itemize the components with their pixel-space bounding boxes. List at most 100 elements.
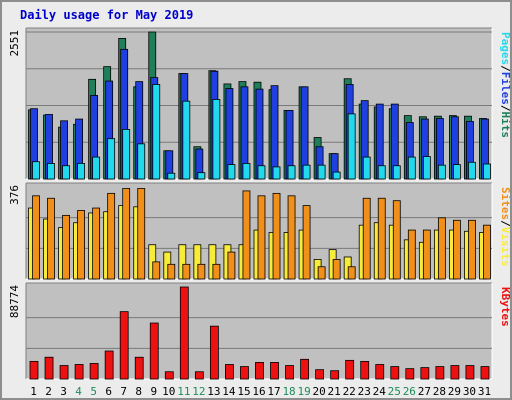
pages-bar xyxy=(407,156,416,180)
pages-bar xyxy=(92,156,101,180)
sites-bar xyxy=(137,188,146,280)
sites-bar xyxy=(32,195,40,280)
sites-bar xyxy=(483,224,491,280)
pages-bar xyxy=(182,100,191,180)
x-tick-label: 4 xyxy=(75,385,82,398)
legend-separator: / xyxy=(499,220,512,227)
x-tick-label: 7 xyxy=(120,385,127,398)
sites-bar xyxy=(332,259,341,280)
x-tick-label: 31 xyxy=(478,385,491,398)
legend-separator: / xyxy=(499,65,512,72)
kbytes-bar xyxy=(89,363,99,380)
x-tick-label: 26 xyxy=(403,385,416,398)
pages-bar xyxy=(197,172,206,180)
visits-bar xyxy=(208,244,217,280)
kbytes-bar xyxy=(300,358,309,380)
legend-hits: Hits xyxy=(499,112,512,139)
sites-bar xyxy=(227,251,236,280)
sites-bar xyxy=(62,214,70,280)
kbytes-bar xyxy=(194,371,204,380)
x-tick-label: 12 xyxy=(192,385,205,398)
x-tick-label: 14 xyxy=(222,385,236,398)
sites-bar xyxy=(287,195,296,280)
legend-sites: Sites xyxy=(499,187,512,220)
x-tick-label: 5 xyxy=(90,385,97,398)
kbytes-panel-legend-label: KBytes xyxy=(499,287,512,327)
pages-bar xyxy=(167,172,176,180)
sites-bar xyxy=(92,207,101,280)
visits-panel-ymax-label: 376 xyxy=(8,185,21,205)
kbytes-bar xyxy=(435,366,445,380)
kbytes-panel-ymax-label: 88774 xyxy=(8,285,21,318)
sites-bar xyxy=(422,229,431,280)
legend-separator: / xyxy=(499,105,512,112)
kbytes-bar xyxy=(450,365,460,380)
pages-bar xyxy=(227,164,236,180)
kbytes-bar xyxy=(59,365,69,380)
x-tick-label: 8 xyxy=(135,385,142,398)
kbytes-bar xyxy=(225,364,234,380)
x-tick-label: 16 xyxy=(252,385,265,398)
kbytes-bar xyxy=(104,350,114,380)
pages-bar xyxy=(242,163,251,180)
pages-bar xyxy=(32,161,40,180)
kbytes-bar xyxy=(420,367,430,380)
sites-bar xyxy=(453,219,461,280)
x-tick-label: 15 xyxy=(237,385,250,398)
pages-bar xyxy=(377,165,386,180)
legend-files: Files xyxy=(499,72,512,105)
pages-bar xyxy=(362,156,371,180)
sites-bar xyxy=(362,197,371,280)
pages-bar xyxy=(422,156,431,180)
pages-bar xyxy=(332,171,341,180)
kbytes-bar xyxy=(465,365,475,380)
sites-bar xyxy=(437,217,446,280)
pages-bar xyxy=(47,163,55,180)
x-tick-label: 2 xyxy=(45,385,52,398)
kbytes-bar xyxy=(209,325,219,380)
sites-bar xyxy=(242,190,251,280)
sites-bar xyxy=(212,263,221,280)
pages-bar xyxy=(317,164,326,180)
files-bar xyxy=(270,85,279,180)
pages-bar xyxy=(392,165,401,180)
kbytes-bar xyxy=(390,366,400,380)
sites-bar xyxy=(152,261,161,280)
kbytes-bar xyxy=(315,369,325,380)
x-tick-label: 21 xyxy=(328,385,341,398)
kbytes-bar xyxy=(44,356,54,380)
sites-bar xyxy=(107,192,116,280)
kbytes-bar xyxy=(74,364,84,380)
sites-bar xyxy=(167,263,176,280)
pages-bar xyxy=(287,165,296,180)
kbytes-bar xyxy=(29,360,39,380)
sites-bar xyxy=(302,205,311,280)
pages-bar xyxy=(77,163,85,180)
kbytes-bar xyxy=(375,364,385,380)
legend-kbytes: KBytes xyxy=(499,287,512,327)
pages-bar xyxy=(347,113,356,180)
pages-bar xyxy=(212,99,221,180)
hits-panel-ymax-label: 2551 xyxy=(8,30,21,57)
x-tick-label: 6 xyxy=(105,385,112,398)
pages-bar xyxy=(122,129,131,180)
pages-bar xyxy=(107,138,116,180)
sites-bar xyxy=(197,263,206,280)
kbytes-bar xyxy=(345,359,355,380)
kbytes-bar xyxy=(285,365,294,380)
legend-pages: Pages xyxy=(499,32,512,65)
sites-bar xyxy=(407,229,416,280)
sites-bar xyxy=(347,266,356,280)
visits-panel-legend-label: Sites/Visits xyxy=(499,187,512,267)
visits-bar xyxy=(178,244,187,280)
sites-bar xyxy=(47,197,55,280)
pages-bar xyxy=(468,161,476,180)
pages-bar xyxy=(453,164,461,180)
x-tick-label: 24 xyxy=(373,385,387,398)
x-tick-label: 29 xyxy=(448,385,461,398)
pages-bar xyxy=(152,84,161,180)
visits-bar xyxy=(193,244,202,280)
legend-visits: Visits xyxy=(499,227,512,267)
